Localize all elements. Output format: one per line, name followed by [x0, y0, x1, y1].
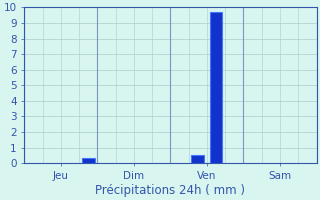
- Bar: [82, 158, 95, 163]
- Bar: [210, 12, 222, 163]
- X-axis label: Précipitations 24h ( mm ): Précipitations 24h ( mm ): [95, 184, 245, 197]
- Bar: [191, 155, 204, 163]
